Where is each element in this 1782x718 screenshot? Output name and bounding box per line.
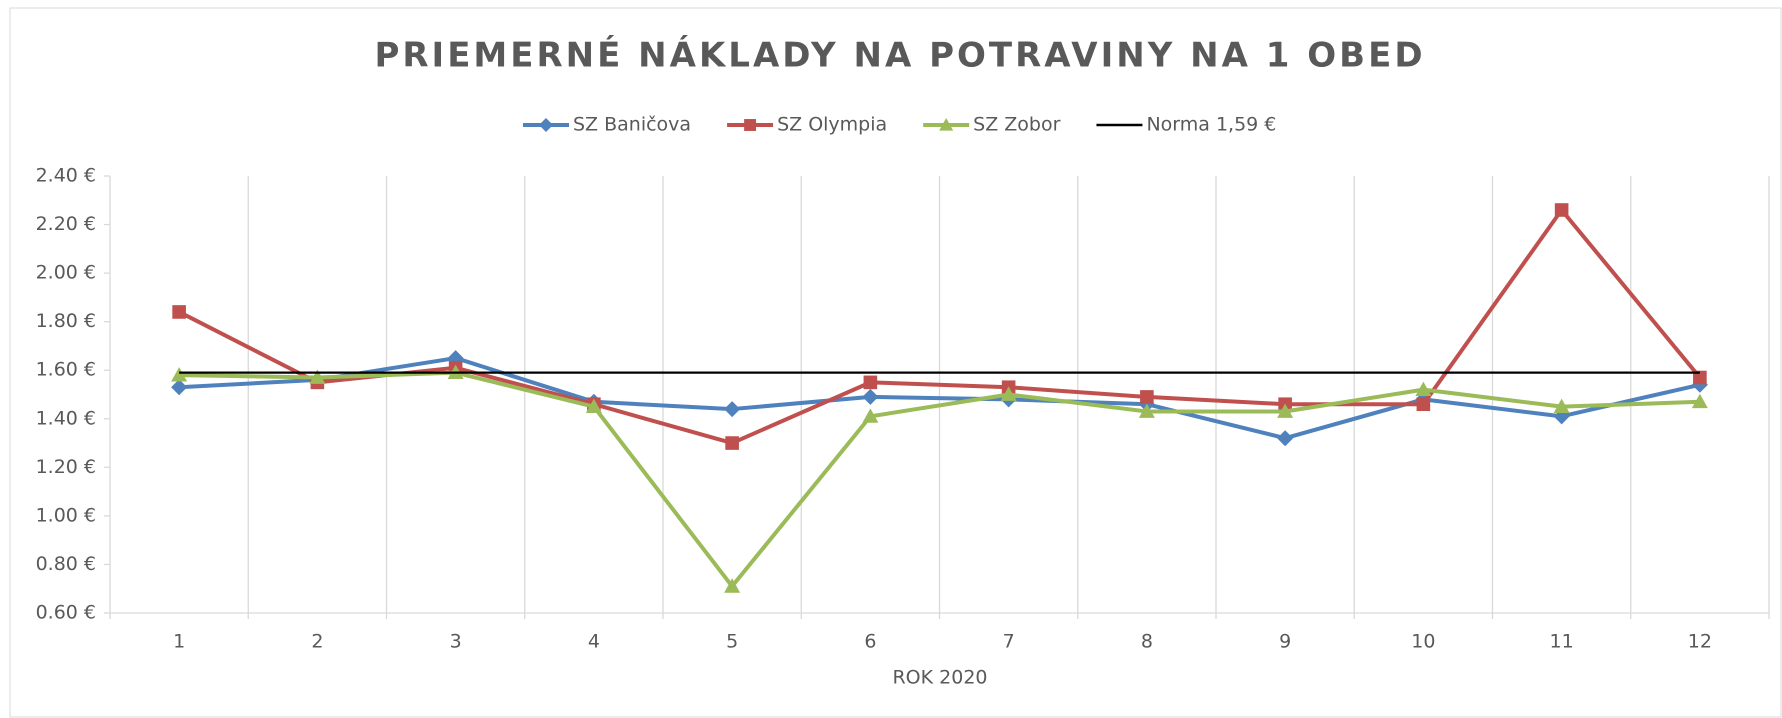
y-tick-label: 2.20 € [36, 213, 96, 235]
y-tick-label: 0.60 € [36, 602, 96, 624]
point [1277, 403, 1294, 418]
y-tick-label: 2.40 € [36, 165, 96, 187]
x-tick-label: 10 [1411, 631, 1435, 653]
point [1000, 386, 1017, 401]
point [1691, 393, 1708, 409]
point [1277, 430, 1294, 447]
point [1138, 403, 1155, 418]
point [1415, 381, 1432, 397]
y-tick-label: 1.20 € [36, 456, 96, 478]
x-axis-title: ROK 2020 [892, 667, 987, 689]
x-tick-label: 8 [1141, 631, 1153, 653]
point [863, 375, 878, 390]
point [172, 305, 186, 319]
point [1140, 390, 1154, 404]
x-tick-label: 2 [311, 631, 323, 653]
point [1553, 398, 1570, 414]
point [1554, 203, 1569, 217]
x-tick-label: 1 [173, 631, 185, 653]
y-tick-label: 1.00 € [36, 504, 96, 526]
y-tick-label: 0.80 € [36, 553, 96, 575]
x-tick-label: 5 [726, 631, 738, 653]
legend-label: SZ Olympia [777, 114, 887, 136]
point [724, 578, 741, 593]
x-tick-label: 11 [1550, 631, 1574, 653]
legend-label: Norma 1,59 € [1146, 114, 1276, 136]
point [725, 436, 739, 450]
legend-marker [744, 119, 757, 131]
chart-border [9, 7, 1782, 718]
x-tick-label: 7 [1003, 631, 1015, 653]
point [862, 388, 879, 405]
series-line [179, 356, 1701, 441]
point [171, 379, 188, 396]
point [862, 408, 879, 423]
point [1693, 370, 1707, 385]
x-tick-label: 9 [1279, 631, 1291, 653]
x-tick-label: 6 [864, 631, 876, 653]
legend-marker [539, 118, 553, 132]
point [309, 369, 326, 384]
chart-title: PRIEMERNÉ NÁKLADY NA POTRAVINY NA 1 OBED [374, 35, 1425, 76]
x-tick-label: 12 [1688, 631, 1712, 653]
x-tick-label: 4 [588, 631, 600, 653]
point [585, 398, 602, 414]
legend-label: SZ Baničova [573, 114, 691, 136]
y-tick-label: 1.60 € [36, 359, 96, 381]
legend-label: SZ Zobor [973, 114, 1060, 136]
y-tick-label: 1.40 € [36, 407, 96, 429]
legend-marker [939, 118, 954, 131]
x-tick-label: 3 [450, 631, 462, 653]
point [171, 367, 188, 382]
point [724, 401, 741, 418]
y-tick-label: 1.80 € [36, 310, 96, 332]
y-tick-label: 2.00 € [36, 262, 96, 284]
point [1416, 397, 1431, 412]
